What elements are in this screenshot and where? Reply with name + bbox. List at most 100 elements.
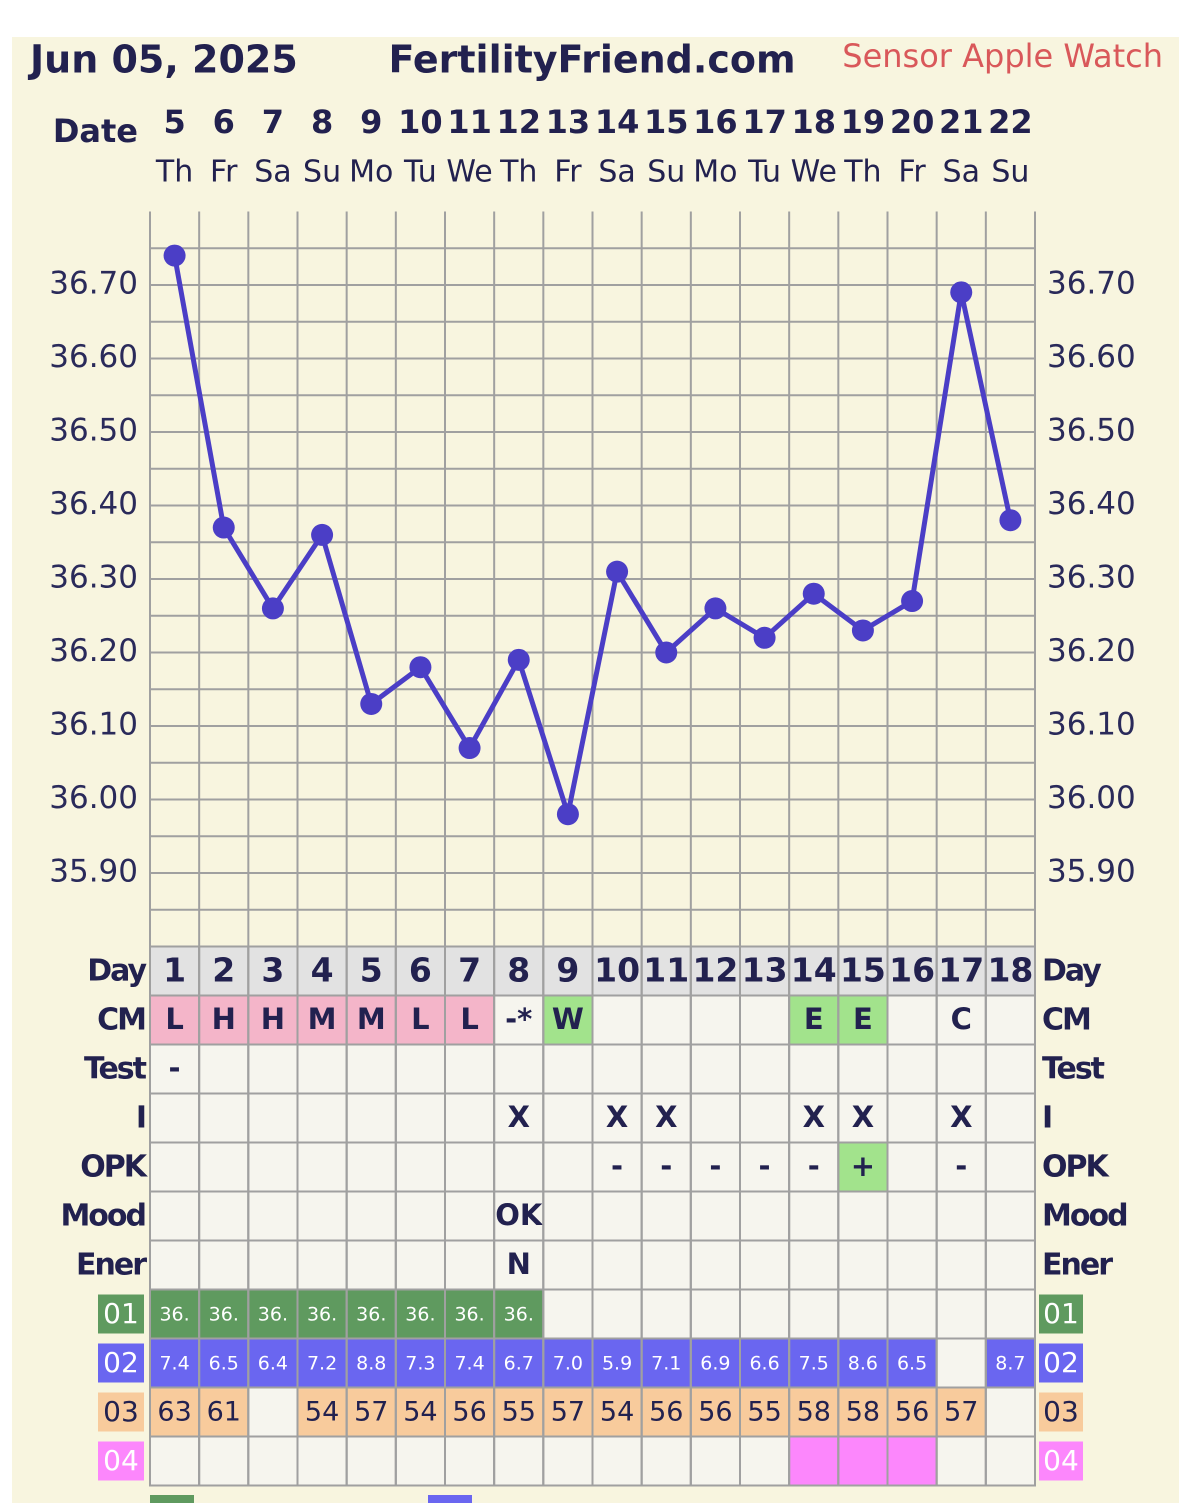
table-cell — [493, 1337, 545, 1389]
table-cell — [345, 1239, 397, 1291]
cell-text: X — [655, 1100, 677, 1134]
table-cell — [198, 1435, 250, 1487]
table-cell — [788, 1043, 840, 1095]
cell-text: 36. — [258, 1304, 288, 1326]
cell-text: 58 — [846, 1397, 880, 1428]
table-cell — [394, 1239, 447, 1291]
cell-text: W — [552, 1002, 584, 1036]
cell-text: 36. — [159, 1304, 189, 1326]
row-label: 01 — [1043, 1297, 1079, 1330]
table-cell — [984, 1239, 1036, 1291]
x-tick-label: 19 — [841, 103, 886, 141]
table-cell — [149, 1141, 201, 1193]
table-cell — [984, 1288, 1036, 1340]
weekday-label: Fr — [898, 155, 926, 190]
table-cell — [444, 1043, 496, 1095]
cell-text: 12 — [692, 951, 738, 990]
table-cell — [935, 1043, 987, 1095]
y-tick-label: 36.20 — [49, 633, 138, 669]
table-cell — [493, 1043, 545, 1095]
table-cell — [984, 994, 1036, 1046]
table-cell — [149, 1435, 201, 1487]
table-cell — [394, 1190, 447, 1242]
cell-text: 18 — [987, 951, 1033, 990]
table-cell — [493, 1386, 545, 1438]
row-label: Mood — [1042, 1199, 1127, 1234]
weekday-label: Su — [991, 155, 1029, 190]
table-cell — [739, 1043, 791, 1095]
table-cell — [493, 1141, 545, 1193]
cell-text: 11 — [643, 951, 689, 990]
cell-text: - — [611, 1149, 623, 1183]
row-label: OPK — [80, 1150, 148, 1185]
table-cell — [886, 1043, 938, 1095]
y2-tick-label: 36.40 — [1047, 486, 1136, 522]
weekday-label: Tu — [747, 155, 781, 190]
weekday-label: Sa — [254, 155, 291, 190]
table-cell — [394, 1435, 447, 1487]
chart-date: Jun 05, 2025 — [27, 38, 298, 82]
cell-text: -* — [505, 1002, 532, 1036]
table-cell — [739, 1288, 791, 1340]
x-tick-label: 22 — [988, 103, 1033, 141]
temperature-point — [901, 590, 924, 613]
cell-text: M — [308, 1002, 337, 1036]
legend-swatch — [428, 1495, 472, 1503]
x-tick-label: 21 — [939, 103, 984, 141]
table-cell — [689, 1092, 741, 1144]
cell-text: 2 — [212, 951, 235, 990]
label-badge — [98, 1441, 144, 1481]
label-badge — [1039, 1294, 1083, 1334]
table-cell — [739, 994, 791, 1046]
table-cell — [247, 1141, 299, 1193]
cell-text: 9 — [556, 951, 579, 990]
table-cell — [739, 1435, 791, 1487]
sensor-label: Sensor Apple Watch — [842, 37, 1163, 75]
cell-text: 7.0 — [553, 1353, 583, 1375]
cell-text: 36. — [504, 1304, 534, 1326]
table-cell — [542, 1190, 594, 1242]
cell-text: 5 — [360, 951, 383, 990]
cell-text: 58 — [797, 1397, 831, 1428]
cell-text: 14 — [791, 951, 837, 990]
table-cell — [296, 1288, 348, 1340]
x-tick-label: 14 — [595, 103, 640, 141]
table-cell — [886, 1288, 938, 1340]
table-cell — [886, 1190, 938, 1242]
row-label: Day — [1042, 954, 1102, 989]
cell-text: 7.4 — [454, 1353, 484, 1375]
y2-tick-label: 35.90 — [1047, 854, 1136, 890]
table-cell — [149, 1190, 201, 1242]
cell-text: 61 — [207, 1397, 241, 1428]
row-label: 03 — [103, 1395, 139, 1428]
table-cell — [788, 1141, 840, 1193]
cell-text: H — [261, 1002, 285, 1036]
x-tick-label: 12 — [496, 103, 541, 141]
cell-text: 56 — [895, 1397, 929, 1428]
cell-text: 4 — [311, 951, 334, 990]
table-cell — [296, 1435, 348, 1487]
cell-text: 56 — [649, 1397, 683, 1428]
cell-text: 36. — [209, 1304, 239, 1326]
table-cell — [886, 1239, 938, 1291]
table-cell — [444, 1239, 496, 1291]
table-cell — [788, 1288, 840, 1340]
cell-text: C — [951, 1002, 972, 1036]
table-cell — [542, 1435, 594, 1487]
x-tick-label: 16 — [693, 103, 738, 141]
cell-text: 55 — [502, 1397, 536, 1428]
table-cell — [198, 1239, 250, 1291]
x-tick-label: 18 — [791, 103, 836, 141]
y-tick-label: 36.30 — [49, 560, 138, 596]
label-badge — [98, 1294, 144, 1334]
label-badge — [98, 1343, 144, 1383]
table-cell — [149, 1092, 201, 1144]
table-cell — [247, 1043, 299, 1095]
table-cell — [198, 1386, 250, 1438]
table-cell — [788, 1435, 840, 1487]
cell-text: 55 — [747, 1397, 781, 1428]
table-cell — [296, 1141, 348, 1193]
temperature-point — [704, 597, 727, 620]
cell-text: 36. — [356, 1304, 386, 1326]
cell-text: 36. — [405, 1304, 435, 1326]
